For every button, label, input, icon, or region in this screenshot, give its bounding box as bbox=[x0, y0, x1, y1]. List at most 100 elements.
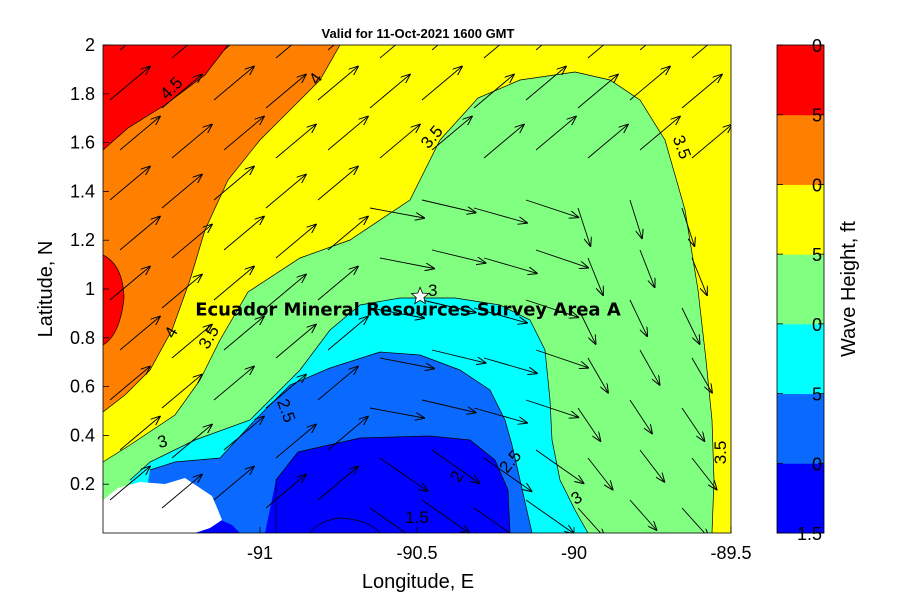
wind-vector-arrow bbox=[223, 217, 264, 251]
wind-vector-arrow bbox=[639, 117, 680, 151]
x-axis-label: Longitude, E bbox=[362, 571, 474, 593]
wind-vector-arrow bbox=[431, 117, 472, 151]
wind-vector-arrow bbox=[317, 367, 358, 401]
wind-vector-arrow bbox=[577, 75, 618, 109]
wind-vector-arrow bbox=[171, 325, 212, 359]
wind-vector-arrow bbox=[525, 67, 566, 101]
wind-vector-arrow bbox=[577, 307, 596, 344]
colorbar-swatch bbox=[777, 393, 824, 464]
wind-vector-arrow bbox=[265, 475, 306, 509]
wind-vector-arrow bbox=[681, 407, 704, 441]
wind-vector-arrow bbox=[171, 425, 212, 459]
wind-vector-arrow bbox=[421, 299, 476, 313]
colorbar-tick-label: 5 bbox=[812, 106, 822, 126]
wind-vector-arrow bbox=[379, 45, 397, 59]
colorbar-label: Wave Height, ft bbox=[838, 221, 860, 357]
wind-vector-arrow bbox=[431, 249, 486, 263]
colorbar-tick-label: 1.5 bbox=[797, 524, 822, 544]
y-tick-label: 1.6 bbox=[70, 133, 95, 153]
wind-vector-arrow bbox=[535, 117, 576, 151]
wind-vector-arrow bbox=[213, 167, 254, 201]
wind-vector-arrow bbox=[275, 225, 316, 259]
contour-label: 3 bbox=[428, 281, 437, 300]
colorbar-tick-label: 0 bbox=[812, 315, 822, 335]
wind-vector-arrow bbox=[639, 249, 655, 287]
survey-area-star-marker bbox=[410, 286, 430, 305]
wind-vector-arrow bbox=[213, 467, 254, 501]
wind-vector-arrow bbox=[327, 117, 368, 151]
wind-vector-arrow bbox=[119, 417, 160, 451]
wind-vector-arrow bbox=[681, 307, 700, 344]
colorbar-frame bbox=[776, 44, 825, 534]
wind-vector-arrow bbox=[275, 425, 316, 459]
land-mass bbox=[103, 478, 222, 533]
y-tick-label: 1.2 bbox=[70, 230, 95, 250]
wind-vector-arrow bbox=[525, 299, 578, 317]
wind-vector-arrow bbox=[213, 267, 254, 301]
wind-vector-arrow bbox=[109, 467, 150, 501]
wind-vector-arrow bbox=[421, 67, 462, 101]
y-tick-label: 1.4 bbox=[70, 181, 95, 201]
wind-vector-arrow bbox=[161, 275, 202, 309]
wind-vector-arrow bbox=[577, 207, 590, 246]
wind-vector-arrow bbox=[577, 407, 600, 441]
wind-vector-arrow bbox=[421, 499, 470, 533]
wind-vector-arrow bbox=[587, 457, 613, 490]
wind-vector-arrow bbox=[275, 325, 316, 359]
wind-vector-arrow bbox=[483, 45, 501, 59]
wind-vector-arrow bbox=[691, 357, 712, 393]
wind-vector-arrow bbox=[327, 317, 368, 351]
y-tick-label: 1 bbox=[85, 279, 95, 299]
wind-vector-arrow bbox=[369, 507, 418, 533]
wind-vector-arrow bbox=[431, 349, 486, 363]
wind-vector-arrow bbox=[109, 67, 150, 101]
y-tick-label: 1.8 bbox=[70, 84, 95, 104]
survey-area-label: Ecuador Mineral Resources Survey Area A bbox=[195, 299, 621, 320]
colorbar-tick-label: 0 bbox=[812, 454, 822, 474]
colorbar-tick-label: 0 bbox=[812, 175, 822, 195]
wind-vector-arrow bbox=[587, 125, 628, 159]
wind-vector-arrow bbox=[275, 125, 316, 159]
x-axis-ticks: -91 -90.5 -90 -89.5 bbox=[247, 527, 752, 563]
wind-vector-arrow bbox=[213, 367, 254, 401]
wind-vector-arrow bbox=[223, 317, 264, 351]
colorbar-tick-label: 0 bbox=[812, 36, 822, 56]
wind-vector-arrow bbox=[109, 367, 150, 401]
wind-vector-arrow bbox=[369, 307, 424, 318]
wind-vector-arrow bbox=[629, 67, 670, 101]
y-axis-label: Latitude, N bbox=[35, 241, 57, 338]
wind-vector-arrow bbox=[473, 75, 514, 109]
wind-vector-arrow bbox=[119, 217, 160, 251]
wind-vector-arrow bbox=[369, 75, 410, 109]
wind-vector-arrow bbox=[327, 417, 368, 451]
chart-title: Valid for 11-Oct-2021 1600 GMT bbox=[322, 26, 515, 41]
wind-vector-arrow bbox=[109, 167, 150, 201]
wind-vector-arrow bbox=[629, 499, 657, 530]
wind-vector-arrow bbox=[681, 207, 694, 246]
wind-vector-arrow bbox=[161, 475, 202, 509]
wind-vector-arrow bbox=[379, 125, 420, 159]
wind-vector-arrow bbox=[119, 317, 160, 351]
wind-vector-arrow bbox=[317, 67, 358, 101]
wind-vector-arrow bbox=[421, 199, 476, 213]
contour-label: 1.5 bbox=[405, 508, 429, 527]
wind-vector-arrow bbox=[213, 67, 254, 101]
wind-vector-arrow bbox=[691, 45, 709, 59]
colorbar-tick-label: 5 bbox=[812, 385, 822, 405]
wind-vector-arrow bbox=[473, 207, 527, 223]
wind-vector-arrow bbox=[639, 349, 660, 385]
wind-vector-arrow bbox=[379, 257, 434, 269]
band-1-5-2 bbox=[265, 436, 510, 533]
wind-vector-arrow bbox=[473, 407, 527, 423]
wind-vector-arrow bbox=[265, 375, 306, 409]
wind-vector-arrow bbox=[119, 117, 160, 151]
y-axis-ticks: 0.2 0.4 0.6 0.8 1 1.2 1.4 1.6 1.8 2 bbox=[70, 35, 109, 494]
colorbar-swatch bbox=[777, 184, 824, 255]
wind-vector-arrow bbox=[483, 357, 537, 373]
wind-vector-arrow bbox=[431, 449, 480, 483]
colorbar: 1.5 0 5 0 5 0 5 0 bbox=[776, 36, 825, 544]
wind-vector-arrow bbox=[535, 249, 588, 268]
wind-vector-arrow bbox=[327, 217, 368, 251]
wind-vector-arrow bbox=[535, 349, 588, 368]
wind-vector-arrow bbox=[691, 457, 717, 490]
